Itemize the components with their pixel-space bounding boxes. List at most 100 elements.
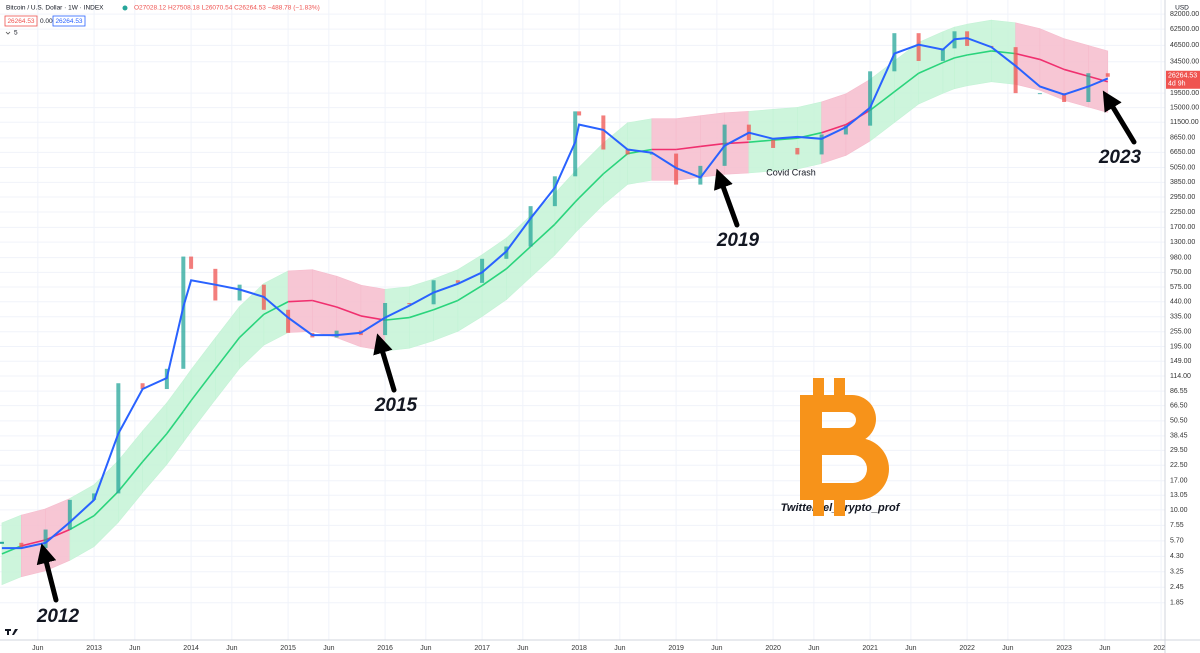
y-tick-label: 255.00 <box>1170 329 1192 336</box>
x-tick-label: Jun <box>614 645 625 652</box>
band-center <box>574 197 580 203</box>
x-tick-label: 2024 <box>1153 645 1169 652</box>
band-center <box>141 433 168 463</box>
x-ticks: Jun 2013 Jun 2014 Jun 2015 Jun 2016 Jun 2017 Jun 20… <box>32 645 1169 652</box>
candle <box>67 499 72 530</box>
band-center <box>69 515 95 531</box>
candle <box>1037 93 1042 95</box>
x-tick-label: Jun <box>711 645 722 652</box>
y-tick-label: 8650.00 <box>1170 135 1195 142</box>
band-center <box>505 245 532 270</box>
y-tick-label: 2.45 <box>1170 584 1184 591</box>
candle <box>237 284 242 301</box>
band-center <box>409 309 434 319</box>
y-tick-label: 1300.00 <box>1170 239 1195 246</box>
y-ticks: 82000.00 62500.00 46500.00 34500.00 19500.00… <box>1170 11 1199 607</box>
candle <box>1013 47 1018 94</box>
band-center <box>336 306 362 317</box>
band-center <box>457 284 483 302</box>
x-tick-label: 2022 <box>959 645 975 652</box>
x-tick-label: 2021 <box>862 645 878 652</box>
annotation: Covid Crash <box>766 167 816 177</box>
y-tick-label: 750.00 <box>1170 269 1192 276</box>
moving-average <box>1 37 1109 550</box>
candle <box>1086 73 1091 103</box>
arrows <box>36 90 1137 603</box>
y-tick-label: 1700.00 <box>1170 224 1195 231</box>
band-center <box>748 139 774 143</box>
x-tick-label: Jun <box>420 645 431 652</box>
arrow <box>713 168 740 228</box>
x-tick-label: Jun <box>226 645 237 652</box>
candle <box>674 153 679 185</box>
candle <box>940 48 945 61</box>
candle <box>19 542 24 549</box>
band-center <box>869 91 895 111</box>
band-center <box>954 54 968 59</box>
candle <box>771 140 776 148</box>
band-center <box>214 336 241 370</box>
chevron <box>5 31 11 35</box>
price-badge-value: 26264.53 <box>1168 73 1197 80</box>
y-tick-label: 4.30 <box>1170 553 1184 560</box>
arrow <box>36 543 59 603</box>
candle <box>892 33 897 72</box>
y-tick-label: 7.55 <box>1170 522 1184 529</box>
y-tick-label: 22.50 <box>1170 462 1188 469</box>
annotation: 2023 <box>1098 147 1142 168</box>
band-center <box>1039 58 1065 71</box>
candle <box>528 206 533 247</box>
arrow <box>373 333 397 393</box>
x-tick-label: 2020 <box>765 645 781 652</box>
band-center <box>676 145 701 151</box>
tv-logo <box>5 629 18 635</box>
candle <box>698 165 703 185</box>
x-tick-label: 2019 <box>668 645 684 652</box>
x-tick-label: Jun <box>1099 645 1110 652</box>
arrow <box>1102 90 1137 145</box>
candle <box>116 383 121 494</box>
box <box>4 15 38 27</box>
indicator: 5 <box>14 30 18 37</box>
y-tick-label: 3.25 <box>1170 569 1184 576</box>
candle <box>189 256 194 269</box>
y-tick-label: 46500.00 <box>1170 42 1199 49</box>
band-center <box>385 316 410 321</box>
ma-line <box>1 37 1109 550</box>
x-tick-label: 2023 <box>1056 645 1072 652</box>
y-tick-label: 15000.00 <box>1170 104 1199 111</box>
candle <box>552 176 557 207</box>
y-tick-label: 1.85 <box>1170 600 1184 607</box>
band-center <box>239 313 265 338</box>
x-tick-label: Jun <box>808 645 819 652</box>
candle <box>795 147 800 155</box>
y-tick-label: 149.00 <box>1170 358 1192 365</box>
x-tick-label: 2016 <box>377 645 393 652</box>
candle <box>407 302 412 305</box>
bitcoin-logo <box>800 378 889 516</box>
band-center <box>530 223 556 248</box>
candle <box>504 246 509 259</box>
candle <box>0 541 4 544</box>
y-tick-label: 980.00 <box>1170 255 1192 262</box>
y-tick-label: 13.05 <box>1170 492 1188 499</box>
band-center <box>942 57 955 64</box>
box-value: 26264.53 <box>55 18 82 25</box>
x-tick-label: 2014 <box>183 645 199 652</box>
band-center <box>821 123 847 134</box>
candle <box>383 302 388 336</box>
band-center <box>893 72 920 93</box>
band-center <box>433 299 459 311</box>
band-center <box>918 61 944 74</box>
candle <box>480 258 485 283</box>
x-tick-label: 2018 <box>571 645 587 652</box>
band-center <box>966 50 992 56</box>
x-tick-label: Jun <box>1002 645 1013 652</box>
symbol: Bitcoin / U.S. Dollar · 1W · INDEX <box>6 5 104 12</box>
candle <box>819 134 824 155</box>
band-center <box>190 368 216 402</box>
candle <box>43 529 48 549</box>
x-tick-label: 2013 <box>86 645 102 652</box>
